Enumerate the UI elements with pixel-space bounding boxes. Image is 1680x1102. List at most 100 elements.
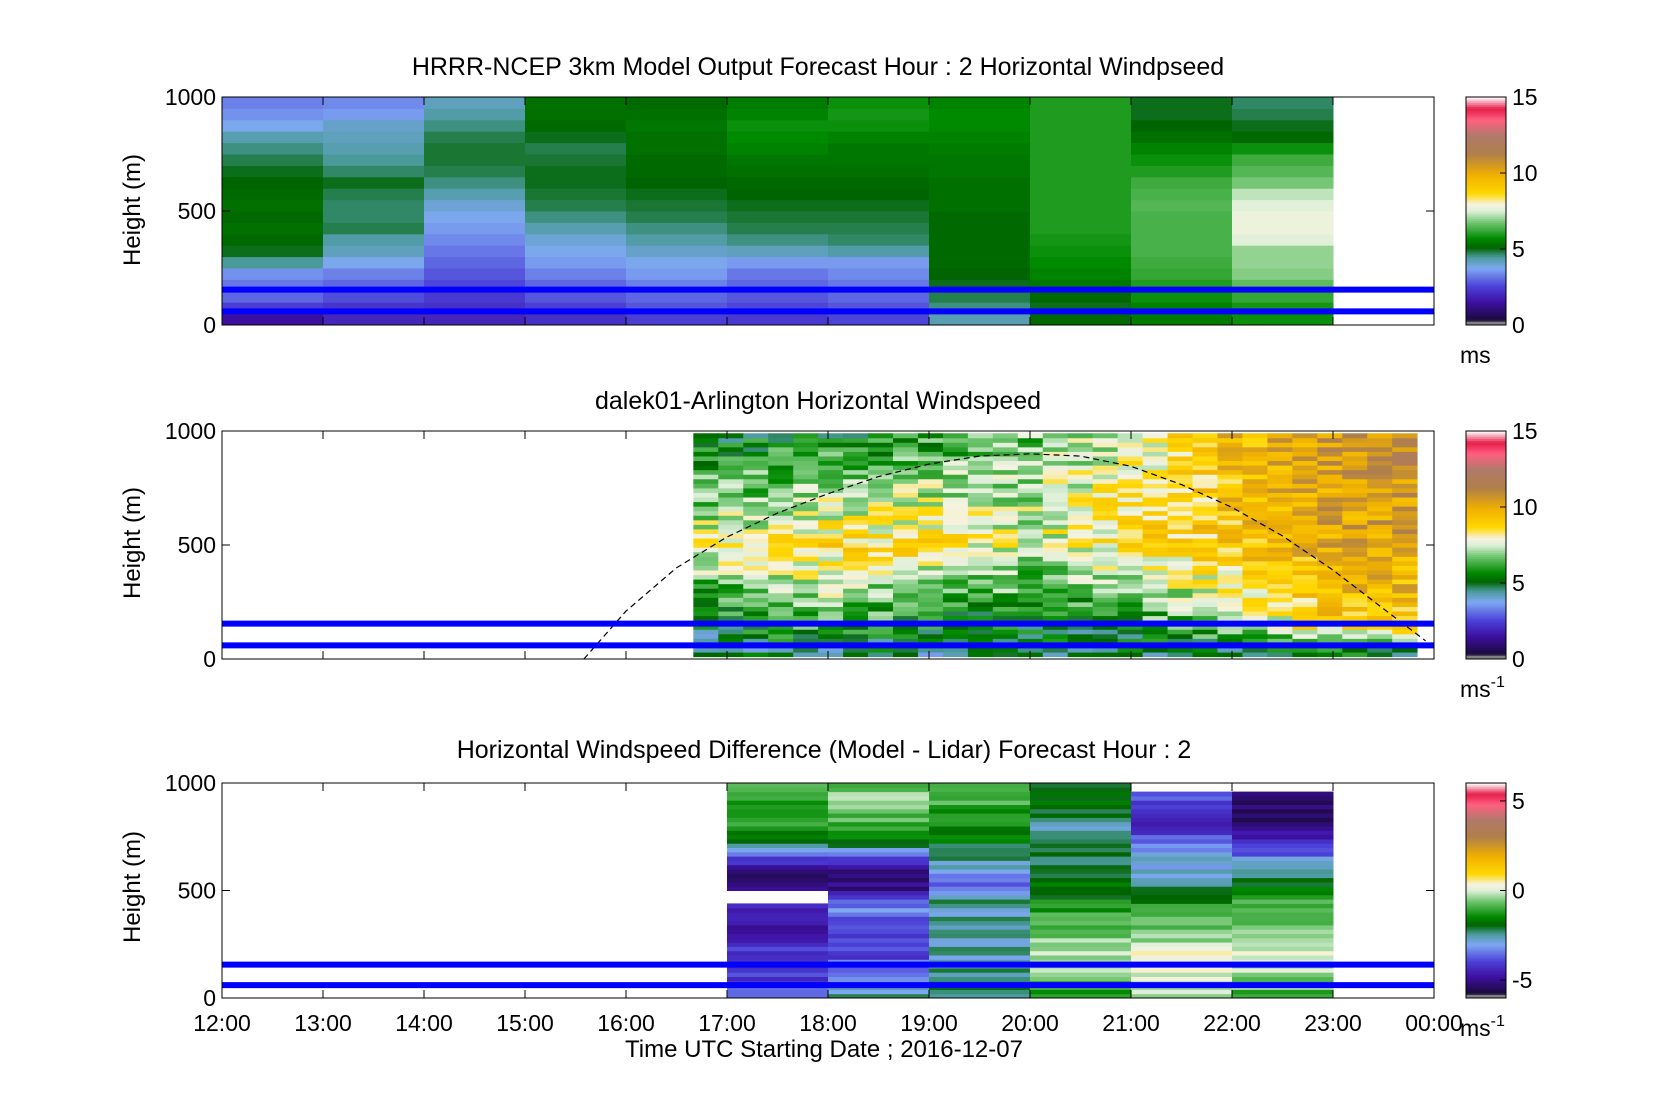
heatmap-cell	[1317, 478, 1343, 484]
heatmap-cell	[929, 142, 1031, 155]
heatmap-cell	[992, 570, 1019, 576]
heatmap-cell	[1392, 488, 1418, 493]
heatmap-cell	[768, 497, 794, 503]
colorbar-swatch	[1466, 913, 1506, 917]
heatmap-cell	[929, 233, 1031, 246]
colorbar-swatch	[1466, 564, 1506, 567]
heatmap-cell	[1167, 465, 1193, 471]
heatmap-cell	[727, 877, 829, 883]
heatmap-cell	[893, 570, 919, 576]
heatmap-cell	[1217, 524, 1243, 530]
heatmap-cell	[1267, 488, 1293, 493]
heatmap-cell	[1117, 465, 1144, 471]
heatmap-cell	[1042, 597, 1069, 603]
heatmap-cell	[693, 579, 719, 585]
colorbar-swatch	[1466, 436, 1506, 440]
heatmap-cell	[222, 290, 324, 303]
heatmap-cell	[1292, 433, 1318, 439]
heatmap-cell	[222, 119, 324, 132]
heatmap-cell	[1292, 478, 1318, 484]
heatmap-cell	[768, 529, 794, 534]
colorbar-swatch	[1466, 870, 1506, 874]
heatmap-cell	[992, 501, 1019, 507]
heatmap-cell	[1267, 602, 1293, 607]
heatmap-cell	[768, 515, 794, 521]
heatmap-cell	[967, 529, 994, 534]
heatmap-cell	[818, 565, 844, 571]
colorbar-swatch	[1466, 226, 1506, 229]
heatmap-cell	[893, 606, 919, 612]
colorbar-swatch	[1466, 933, 1506, 936]
heatmap-cell	[992, 606, 1019, 612]
heatmap-cell	[929, 929, 1031, 934]
colorbar-tick-label: 5	[1512, 788, 1525, 814]
heatmap-cell	[693, 538, 719, 544]
heatmap-cell	[1167, 652, 1193, 658]
colorbar-swatch	[1466, 944, 1506, 947]
heatmap-cell	[1142, 652, 1168, 658]
heatmap-cell	[1167, 560, 1193, 566]
heatmap-cell	[843, 433, 869, 439]
heatmap-cell	[893, 501, 919, 507]
heatmap-cell	[1292, 547, 1318, 553]
heatmap-cell	[1242, 624, 1268, 630]
heatmap-cell	[929, 787, 1031, 793]
x-tick-label: 20:00	[1001, 1010, 1059, 1036]
heatmap-cell	[1367, 633, 1393, 639]
heatmap-cell	[323, 119, 425, 132]
heatmap-cell	[1042, 570, 1069, 576]
heatmap-cell	[1017, 524, 1044, 530]
colorbar-swatch	[1466, 442, 1506, 445]
heatmap-cell	[1217, 551, 1243, 557]
heatmap-cell	[793, 446, 819, 452]
heatmap-cells	[222, 97, 1334, 326]
heatmap-cell	[828, 838, 930, 844]
heatmap-cell	[1292, 551, 1318, 557]
colorbar-swatch	[1466, 852, 1506, 856]
heatmap-cell	[1030, 108, 1132, 121]
heatmap-cell	[967, 570, 994, 576]
heatmap-cell	[1117, 624, 1144, 630]
heatmap-cell	[1042, 588, 1069, 594]
colorbar-swatch	[1466, 886, 1506, 890]
heatmap-cell	[1292, 597, 1318, 603]
heatmap-cell	[917, 501, 944, 507]
heatmap-cell	[929, 188, 1031, 201]
colorbar-swatch	[1466, 838, 1506, 841]
heatmap-cell	[967, 602, 994, 607]
heatmap-cell	[967, 533, 994, 539]
heatmap-cell	[793, 478, 819, 484]
heatmap-cell	[992, 615, 1019, 621]
heatmap-cell	[828, 188, 930, 201]
heatmap-cell	[1042, 624, 1069, 630]
heatmap-cell	[768, 488, 794, 493]
heatmap-cell	[1342, 433, 1368, 439]
heatmap-cell	[1342, 542, 1368, 548]
heatmap-cell	[893, 456, 919, 462]
colorbar-swatch	[1466, 978, 1506, 981]
heatmap-cell	[942, 433, 969, 439]
heatmap-cell	[893, 492, 919, 498]
heatmap-cell	[1067, 624, 1094, 630]
heatmap-cell	[743, 629, 769, 635]
heatmap-cell	[1192, 524, 1218, 530]
heatmap-cell	[1242, 638, 1268, 644]
colorbar-swatch	[1466, 123, 1506, 126]
heatmap-cell	[718, 588, 744, 594]
heatmap-cell	[1117, 433, 1144, 439]
x-tick-label: 17:00	[698, 1010, 756, 1036]
heatmap-cell	[1131, 834, 1233, 840]
heatmap-cell	[828, 890, 930, 896]
colorbar-swatch	[1466, 451, 1506, 455]
colorbar-swatch	[1466, 503, 1506, 506]
colorbar-swatch	[1466, 824, 1506, 827]
heatmap-cell	[768, 629, 794, 635]
heatmap-cell	[1167, 542, 1193, 548]
heatmap-cell	[793, 492, 819, 498]
heatmap-cell	[424, 142, 526, 155]
heatmap-cell	[1131, 873, 1233, 879]
heatmap-cell	[929, 838, 1031, 844]
heatmap-cell	[818, 647, 844, 653]
heatmap-cell	[743, 437, 769, 443]
heatmap-cell	[1042, 451, 1069, 457]
